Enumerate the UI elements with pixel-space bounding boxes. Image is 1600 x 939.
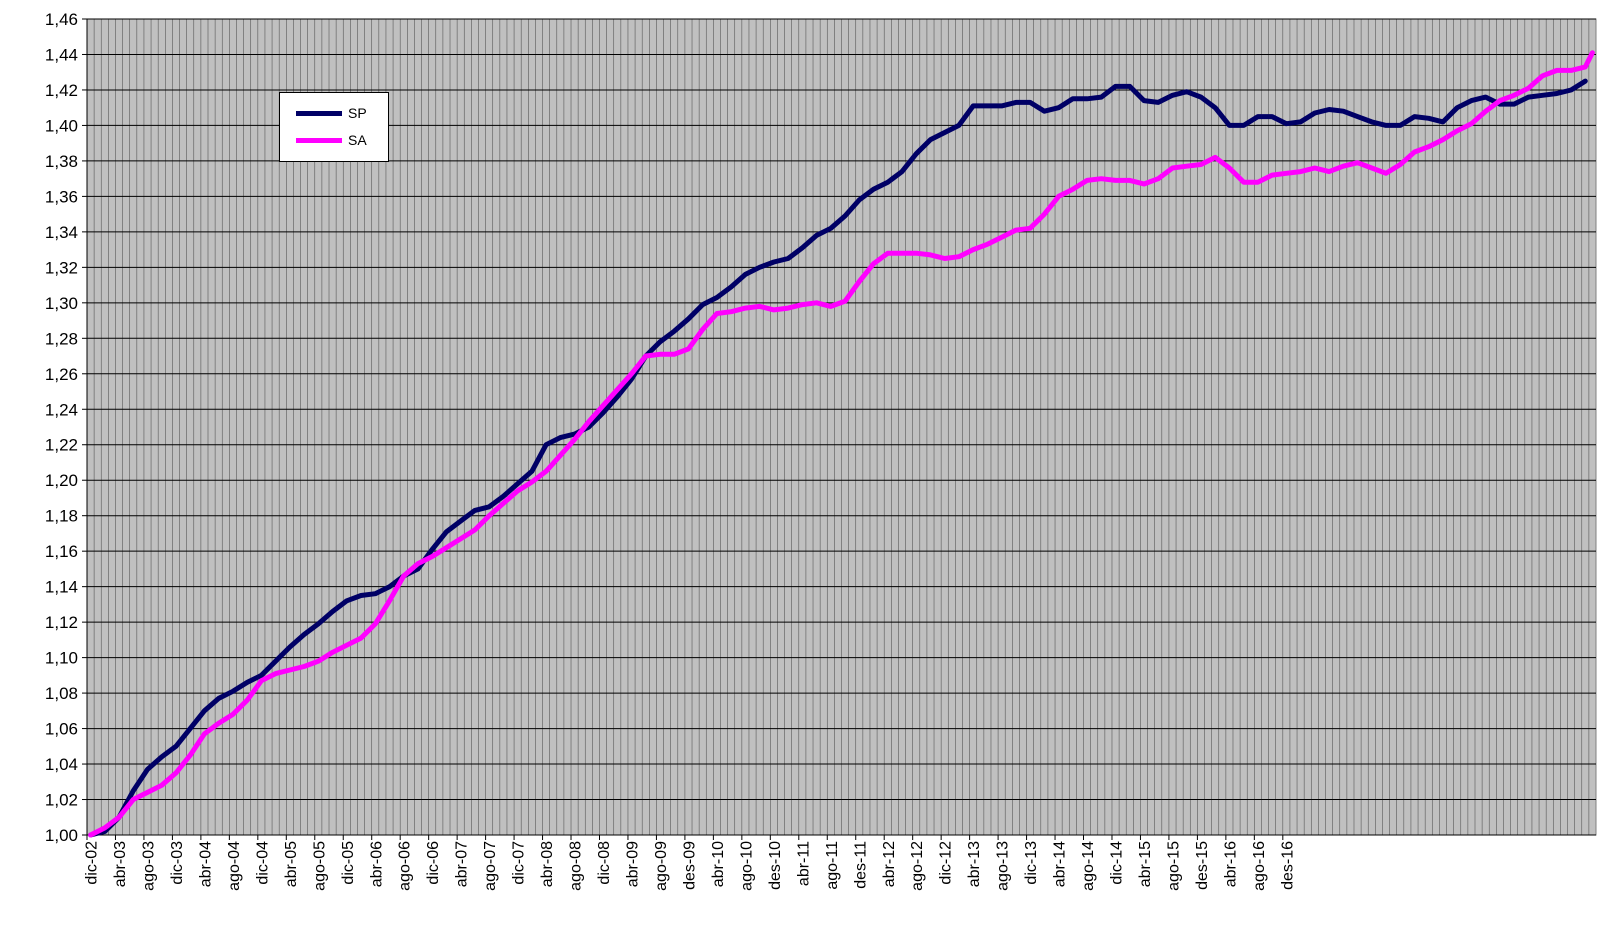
horizontal-gridlines [87,18,1596,801]
y-tick-label: 1,12 [45,613,78,632]
x-tick-label: ago-15 [1165,841,1182,891]
y-tick-label: 1,26 [45,365,78,384]
x-tick-label: dic-14 [1109,841,1126,885]
x-tick-label: abr-11 [795,841,812,886]
x-tick-label: abr-13 [966,841,983,887]
x-tick-label: abr-04 [197,841,214,887]
series-line-sp [88,78,1588,838]
x-tick-label: abr-15 [1137,841,1154,887]
x-tick-label: ago-04 [226,841,243,891]
x-tick-label: ago-03 [141,841,158,891]
y-tick-label: 1,24 [45,400,78,419]
x-tick-label: des-16 [1279,841,1296,890]
x-tick-label: abr-05 [283,841,300,887]
y-tick-label: 1,44 [45,45,78,64]
x-tick-label: ago-12 [909,841,926,891]
y-tick-label: 1,04 [45,755,78,774]
y-tick-label: 1,06 [45,720,78,739]
legend-label-sa: SA [348,132,367,148]
x-tick-label: ago-10 [738,841,755,891]
x-tick-label: abr-12 [881,841,898,887]
y-tick-label: 1,02 [45,791,78,810]
x-tick-label: ago-16 [1251,841,1268,891]
x-tick-label: ago-07 [482,841,499,891]
x-tick-label: abr-03 [112,841,129,887]
x-tick-label: des-10 [767,841,784,890]
x-tick-label: des-11 [852,841,869,889]
y-tick-label: 1,34 [45,223,78,242]
y-tick-label: 1,46 [45,10,78,29]
x-tick-label: ago-11 [824,841,841,890]
x-tick-label: abr-14 [1052,841,1069,887]
y-axis-ticks: 1,00 1,02 1,04 1,06 1,08 1,10 1,12 1,14 1,16 1,18… [45,10,87,845]
x-tick-label: abr-10 [710,841,727,887]
x-tick-label: ago-06 [397,841,414,891]
x-tick-label: abr-16 [1222,841,1239,887]
y-tick-label: 1,14 [45,578,78,597]
y-tick-label: 1,10 [45,649,78,668]
x-tick-label: dic-02 [84,841,101,885]
y-tick-label: 1,28 [45,329,78,348]
x-tick-label: des-09 [681,841,698,890]
x-tick-label: dic-08 [596,841,613,885]
y-tick-label: 1,32 [45,258,78,277]
x-tick-label: dic-13 [1023,841,1040,885]
y-tick-label: 1,18 [45,507,78,526]
y-tick-label: 1,38 [45,152,78,171]
x-tick-label: abr-08 [539,841,556,887]
y-tick-label: 1,20 [45,471,78,490]
x-tick-label: dic-05 [340,841,357,885]
x-tick-label: abr-06 [368,841,385,887]
x-tick-label: dic-04 [254,841,271,885]
x-tick-label: ago-13 [995,841,1012,891]
x-tick-label: des-15 [1194,841,1211,890]
x-tick-label: dic-03 [169,841,186,885]
x-tick-label: ago-09 [653,841,670,891]
y-tick-label: 1,08 [45,684,78,703]
legend-swatch-sa [296,138,342,143]
y-tick-label: 1,40 [45,116,78,135]
x-tick-label: ago-08 [568,841,585,891]
x-tick-label: abr-09 [625,841,642,887]
legend-item-sa: SA [296,130,392,150]
x-tick-label: dic-06 [425,841,442,885]
legend-item-sp: SP [296,103,392,123]
series-layer [88,50,1595,838]
y-tick-label: 1,00 [45,826,78,845]
y-tick-label: 1,36 [45,187,78,206]
legend: SP SA [279,92,389,162]
y-tick-label: 1,22 [45,436,78,455]
x-tick-label: ago-14 [1080,841,1097,891]
x-tick-label: dic-07 [511,841,528,885]
x-axis-ticks: dic-02 abr-03 ago-03 dic-03 abr-04 ago-04 dic-… [84,835,1296,891]
x-tick-label: dic-12 [938,841,955,885]
y-tick-label: 1,16 [45,542,78,561]
series-line-sa [88,50,1595,838]
legend-label-sp: SP [348,105,367,121]
x-tick-label: abr-07 [454,841,471,887]
legend-swatch-sp [296,111,342,116]
y-tick-label: 1,42 [45,81,78,100]
x-tick-label: ago-05 [311,841,328,891]
y-tick-label: 1,30 [45,294,78,313]
